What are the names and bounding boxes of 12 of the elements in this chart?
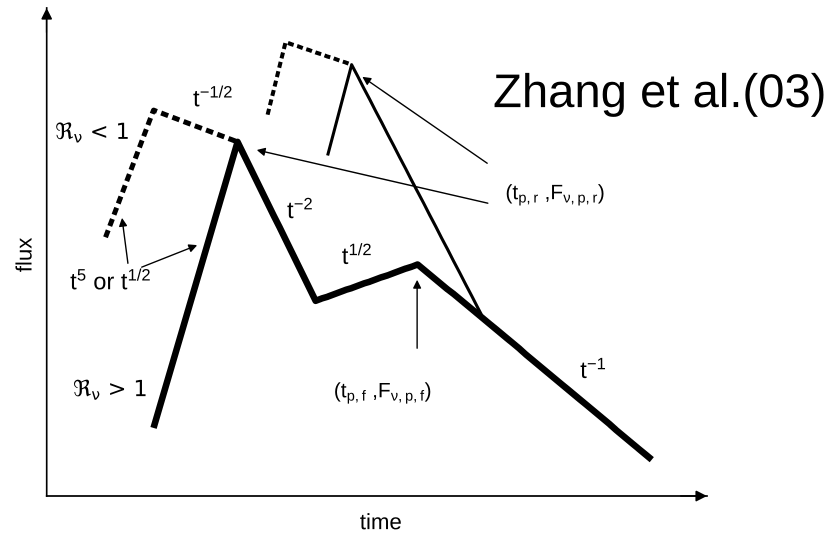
- annotation: t$^{−1/2}$: [193, 86, 232, 106]
- annotation: ℜ$_{ν}$ < 1: [56, 122, 128, 143]
- annotation: Zhang et al.(03): [494, 72, 824, 117]
- y-axis-title: flux: [15, 238, 32, 272]
- x-axis-title: time: [360, 513, 401, 530]
- annotation: (t$_{p,f}$ ,F$_{ν,p,f}$): [335, 382, 430, 404]
- annotation: t$^{−1}$: [580, 358, 606, 378]
- annotation: ℜ$_{ν}$ > 1: [74, 380, 146, 400]
- annotation: t$^{−2}$: [287, 198, 312, 218]
- annotation: t$^{1/2}$: [342, 243, 371, 264]
- annotation: (t$_{p,r}$ ,F$_{ν,p,r}$): [506, 184, 604, 206]
- annotation: t$^{5}$ or t$^{1/2}$: [70, 268, 150, 290]
